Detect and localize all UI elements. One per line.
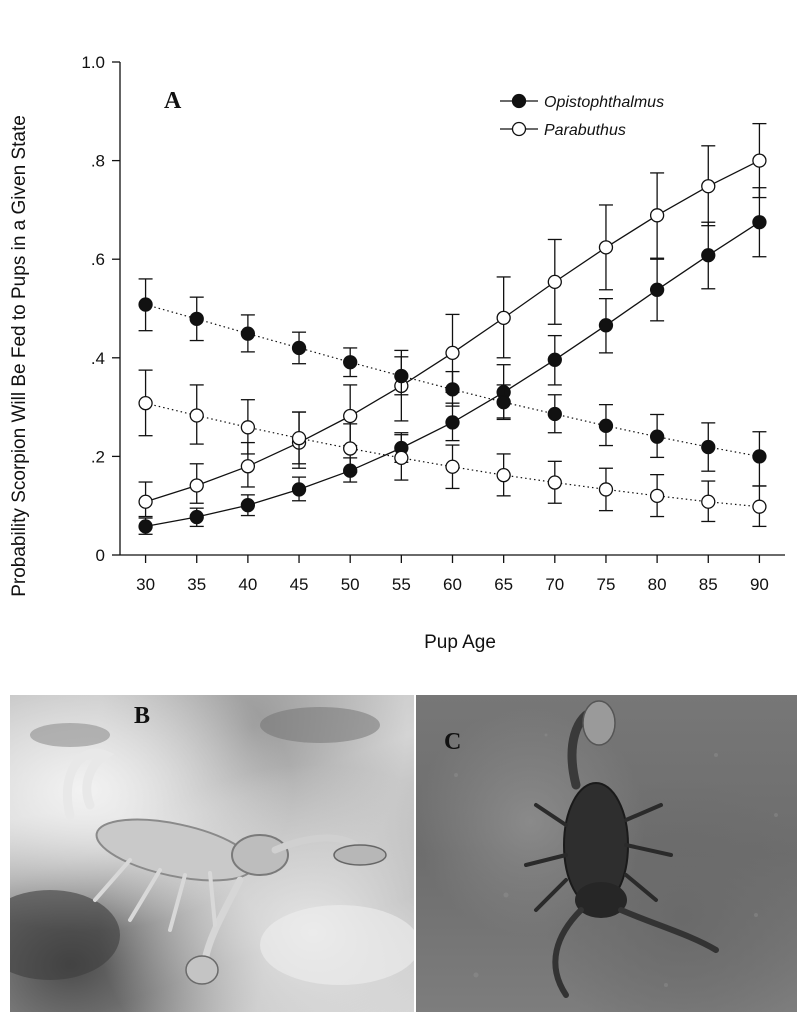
legend-label-opistophthalmus: Opistophthalmus xyxy=(544,94,664,111)
x-tick-label-0: 30 xyxy=(136,575,155,594)
point-3-1 xyxy=(189,408,204,423)
point-1-4 xyxy=(343,408,358,424)
point-0-2 xyxy=(240,498,256,513)
series-layer xyxy=(138,122,767,535)
point-3-3 xyxy=(291,431,307,446)
point-0-8 xyxy=(547,352,562,367)
photo-b-scorpion: B xyxy=(10,695,414,1012)
scorpion-b-silhouette xyxy=(10,707,414,985)
x-tick-label-9: 75 xyxy=(597,575,616,594)
point-2-11 xyxy=(701,439,716,455)
point-3-9 xyxy=(598,482,614,497)
x-axis-title: Pup Age xyxy=(424,632,496,653)
point-1-8 xyxy=(547,274,562,290)
scorpion-c-silhouette xyxy=(454,700,778,998)
point-1-11 xyxy=(701,179,716,194)
x-tick-label-1: 35 xyxy=(187,575,206,594)
x-tick-label-11: 85 xyxy=(699,575,718,594)
photo-letter-b: B xyxy=(134,703,151,729)
point-0-12 xyxy=(752,215,767,230)
point-0-10 xyxy=(649,282,665,297)
point-2-2 xyxy=(240,326,256,341)
x-tick-label-2: 40 xyxy=(238,575,257,594)
y-tick-label-4: .8 xyxy=(91,152,105,171)
point-3-6 xyxy=(445,459,460,474)
x-tick-label-10: 80 xyxy=(648,575,667,594)
point-2-7 xyxy=(496,395,511,410)
point-3-8 xyxy=(547,475,562,490)
point-1-0 xyxy=(138,494,153,509)
point-0-1 xyxy=(189,509,204,525)
point-2-5 xyxy=(394,368,409,384)
x-tick-label-4: 50 xyxy=(341,575,360,594)
panel-letter-a: A xyxy=(164,88,182,114)
point-0-9 xyxy=(598,318,614,333)
point-3-11 xyxy=(701,494,716,509)
point-0-6 xyxy=(445,415,460,430)
point-3-2 xyxy=(240,420,256,435)
point-2-6 xyxy=(445,382,460,397)
x-tick-label-12: 90 xyxy=(750,575,769,594)
point-3-4 xyxy=(343,441,358,456)
point-3-5 xyxy=(394,450,409,466)
point-3-7 xyxy=(496,467,511,483)
point-1-7 xyxy=(496,310,511,326)
point-3-0 xyxy=(138,396,153,411)
point-2-1 xyxy=(189,311,204,327)
legend-marker-opistophthalmus xyxy=(511,93,527,109)
chart-a: Probability Scorpion Will Be Fed to Pups… xyxy=(9,53,785,653)
point-1-2 xyxy=(240,459,256,474)
point-2-0 xyxy=(138,297,153,312)
point-2-8 xyxy=(547,406,562,422)
x-tick-label-7: 65 xyxy=(494,575,513,594)
photo-c-scorpion: C xyxy=(416,695,797,1012)
y-tick-label-3: .6 xyxy=(91,250,105,269)
photo-letter-c: C xyxy=(444,729,462,755)
point-2-10 xyxy=(649,429,665,444)
x-axis: 30 35 40 45 50 55 60 65 70 75 80 85 90 xyxy=(120,554,785,594)
legend: Opistophthalmus Parabuthus xyxy=(500,93,664,139)
y-tick-label-2: .4 xyxy=(91,349,105,368)
series-3 xyxy=(138,369,767,528)
y-axis: 0 .2 .4 .6 .8 1.0 xyxy=(81,53,121,565)
point-0-11 xyxy=(701,248,716,263)
point-1-1 xyxy=(189,478,204,493)
point-3-10 xyxy=(649,488,665,503)
point-0-3 xyxy=(291,482,307,497)
x-tick-label-3: 45 xyxy=(290,575,309,594)
point-1-10 xyxy=(649,208,665,223)
x-tick-label-8: 70 xyxy=(545,575,564,594)
point-1-12 xyxy=(752,153,767,168)
y-tick-label-0: 0 xyxy=(96,546,105,565)
y-axis-title: Probability Scorpion Will Be Fed to Pups… xyxy=(9,115,30,597)
point-1-9 xyxy=(598,240,614,255)
point-0-0 xyxy=(138,519,153,534)
legend-label-parabuthus: Parabuthus xyxy=(544,122,626,139)
point-2-3 xyxy=(291,340,307,356)
point-2-12 xyxy=(752,449,767,464)
y-tick-label-1: .2 xyxy=(91,447,105,466)
x-tick-label-6: 60 xyxy=(443,575,462,594)
x-tick-label-5: 55 xyxy=(392,575,411,594)
point-1-6 xyxy=(445,345,460,361)
legend-marker-parabuthus xyxy=(511,121,527,137)
point-2-9 xyxy=(598,418,614,433)
y-tick-label-5: 1.0 xyxy=(81,53,105,72)
point-3-12 xyxy=(752,499,767,514)
point-2-4 xyxy=(343,355,358,370)
series-2 xyxy=(138,278,767,487)
